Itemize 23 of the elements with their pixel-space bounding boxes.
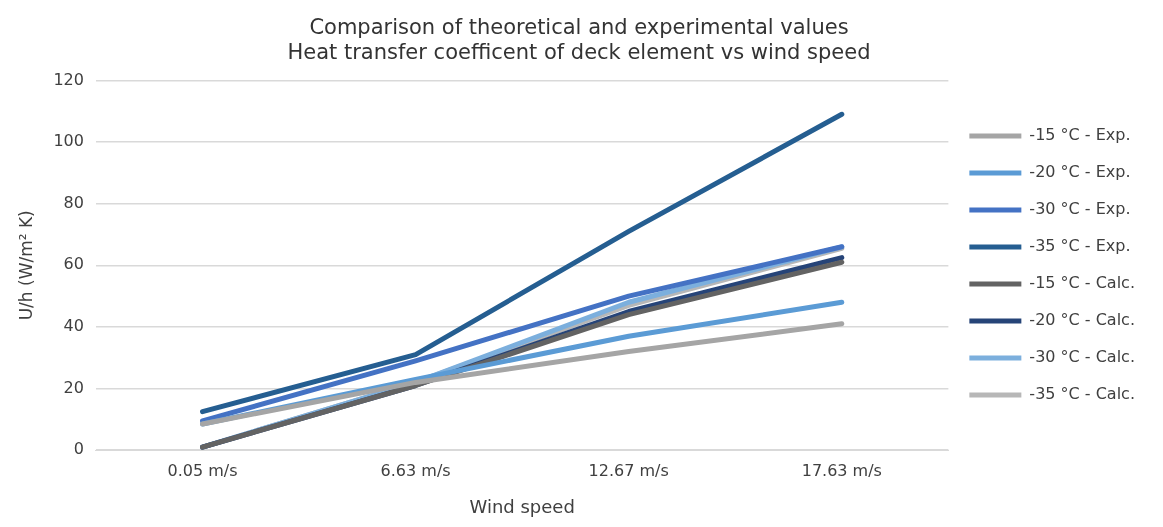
x-tick-label: 17.63 m/s (801, 460, 882, 480)
legend-label: -15 °C - Exp. (1029, 125, 1131, 145)
x-axis-title: Wind speed (469, 495, 575, 517)
y-tick-label: 0 (73, 439, 84, 459)
legend-label: -15 °C - Calc. (1029, 273, 1135, 293)
y-axis-title: U/h (W/m² K) (15, 210, 36, 321)
legend-label: -20 °C - Calc. (1029, 310, 1135, 330)
legend-label: -35 °C - Calc. (1029, 384, 1135, 404)
x-tick-label: 6.63 m/s (380, 460, 451, 480)
text: Comparison of theoretical and experimental values (309, 15, 849, 40)
y-tick-label: 40 (63, 316, 84, 336)
legend-label: -30 °C - Calc. (1029, 347, 1135, 367)
text: Heat transfer coefficent of deck element vs wind speed (287, 40, 871, 65)
legend-label: -30 °C - Exp. (1029, 199, 1131, 219)
y-tick-label: 120 (53, 69, 84, 89)
y-tick-label: 60 (63, 254, 84, 274)
y-tick-label: 80 (63, 192, 84, 212)
legend-label: -20 °C - Exp. (1029, 162, 1131, 182)
y-tick-label: 20 (63, 377, 84, 397)
x-tick-label: 0.05 m/s (167, 460, 238, 480)
y-tick-label: 100 (53, 131, 84, 151)
legend-label: -35 °C - Exp. (1029, 236, 1131, 256)
x-tick-label: 12.67 m/s (588, 460, 669, 480)
